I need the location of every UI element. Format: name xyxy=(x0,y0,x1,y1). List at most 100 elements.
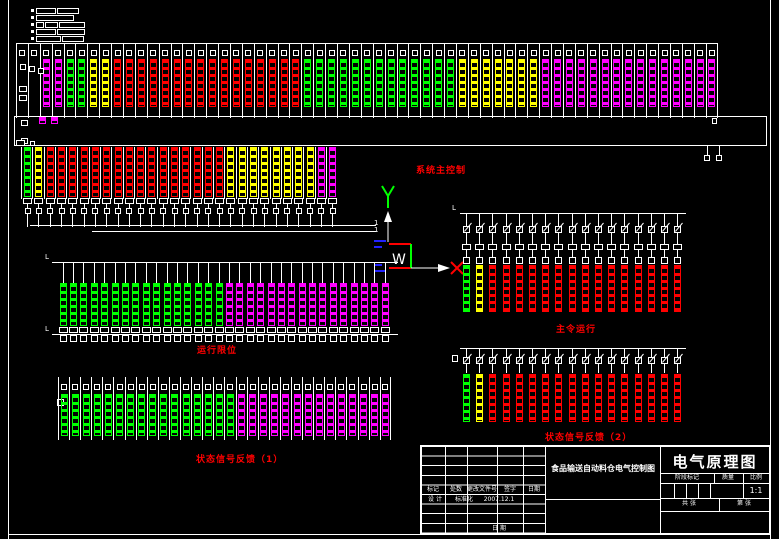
signal-bar xyxy=(59,283,67,326)
stub3-marker xyxy=(611,250,613,257)
signal-bar xyxy=(137,147,145,197)
stub3-marker xyxy=(597,250,599,257)
sq-marker xyxy=(328,50,335,56)
ladder-cell xyxy=(131,263,141,342)
ladder-cell xyxy=(618,214,631,312)
ladder-cell xyxy=(634,43,647,118)
stub2-marker xyxy=(532,364,534,373)
stub-marker xyxy=(312,263,314,283)
signal-bar xyxy=(684,59,692,107)
stub-marker xyxy=(545,349,547,357)
sq-marker xyxy=(249,384,256,390)
stub-marker xyxy=(156,263,158,283)
stub-marker xyxy=(162,204,164,208)
ladder-cell xyxy=(113,377,124,440)
signal-bar xyxy=(371,283,379,326)
origin-cross-icon xyxy=(450,261,464,275)
rect-marker xyxy=(593,244,603,250)
sq-marker xyxy=(318,208,325,214)
stub2-marker xyxy=(479,233,481,244)
ladder-cell xyxy=(193,263,203,342)
stub-marker xyxy=(532,214,534,226)
stub2-marker xyxy=(332,214,334,227)
ladder-cell xyxy=(473,214,486,312)
ladder-cell xyxy=(618,349,631,422)
stub-marker xyxy=(249,263,251,283)
stub-marker xyxy=(343,263,345,283)
signal-bar xyxy=(216,147,224,197)
ladder-cell xyxy=(183,263,193,342)
stub-marker xyxy=(332,263,334,283)
ladder-cell xyxy=(302,377,313,440)
sq-marker xyxy=(138,384,145,390)
rect-marker xyxy=(58,327,68,333)
ladder-cell xyxy=(455,43,468,118)
sq-marker xyxy=(149,384,156,390)
sq-marker xyxy=(349,384,356,390)
rect-marker xyxy=(673,244,683,250)
stub2-marker xyxy=(545,233,547,244)
stub3-marker xyxy=(584,250,586,257)
ladder-cell xyxy=(102,377,113,440)
signal-bar xyxy=(194,283,202,326)
frame-right-line xyxy=(770,0,771,539)
signal-bar xyxy=(71,394,79,436)
rect-marker xyxy=(45,198,55,204)
stub2-marker xyxy=(505,364,507,373)
ladder-cell xyxy=(622,43,635,118)
stub3-marker xyxy=(505,250,507,257)
signal-bar xyxy=(93,394,101,436)
ladder-cell xyxy=(339,263,349,342)
signal-bar xyxy=(268,59,276,107)
label-feedback-1: 状态信号反馈（1） xyxy=(196,455,284,465)
stub-marker xyxy=(197,263,199,283)
stub-marker xyxy=(492,214,494,226)
stub-marker xyxy=(298,204,300,208)
stub2-marker xyxy=(49,214,51,227)
ladder-cell xyxy=(80,377,91,440)
rect-marker xyxy=(170,198,179,204)
sq-marker xyxy=(227,208,234,214)
ladder-cell xyxy=(460,214,473,312)
ladder-cell xyxy=(235,263,245,342)
sq-marker xyxy=(35,208,42,214)
rect-marker xyxy=(203,198,213,204)
stub2-marker xyxy=(584,364,586,373)
stub3-marker xyxy=(479,250,481,257)
ladder-cell xyxy=(63,43,76,118)
rect-marker xyxy=(79,327,89,333)
signal-bar xyxy=(329,147,337,197)
ladder-cell xyxy=(213,377,224,440)
ladder-cell xyxy=(539,349,552,422)
stub-marker xyxy=(611,349,613,357)
bottom-cell-label: 日 期 xyxy=(492,525,506,532)
project-name: 食品输送自动料仓电气控制图 xyxy=(551,464,655,473)
sq-marker xyxy=(111,335,119,342)
sq-marker xyxy=(126,50,133,56)
sq-marker xyxy=(568,257,576,264)
sq-marker xyxy=(183,384,190,390)
sq-marker xyxy=(298,335,306,342)
ladder-cell xyxy=(190,147,202,227)
sq-marker xyxy=(288,335,296,342)
stub2-marker xyxy=(320,214,322,227)
signal-bar xyxy=(35,147,43,197)
stub-marker xyxy=(558,214,560,226)
signal-bar xyxy=(244,59,252,107)
sq-marker xyxy=(122,335,130,342)
ladder-cell xyxy=(89,263,99,342)
signal-bar xyxy=(160,394,168,436)
ladder-cell xyxy=(182,43,195,118)
stub-marker xyxy=(624,349,626,357)
sq-marker xyxy=(518,50,525,56)
sq-marker xyxy=(316,384,323,390)
design-date: 2007.12.1 xyxy=(483,496,515,503)
rect-marker xyxy=(297,327,307,333)
ladder-cell xyxy=(91,377,102,440)
signal-bar xyxy=(660,374,668,422)
stub2-marker xyxy=(663,364,665,373)
ladder-cell xyxy=(266,263,276,342)
sq-marker xyxy=(590,50,597,56)
sq-marker xyxy=(319,335,327,342)
legend-dot xyxy=(31,16,34,19)
